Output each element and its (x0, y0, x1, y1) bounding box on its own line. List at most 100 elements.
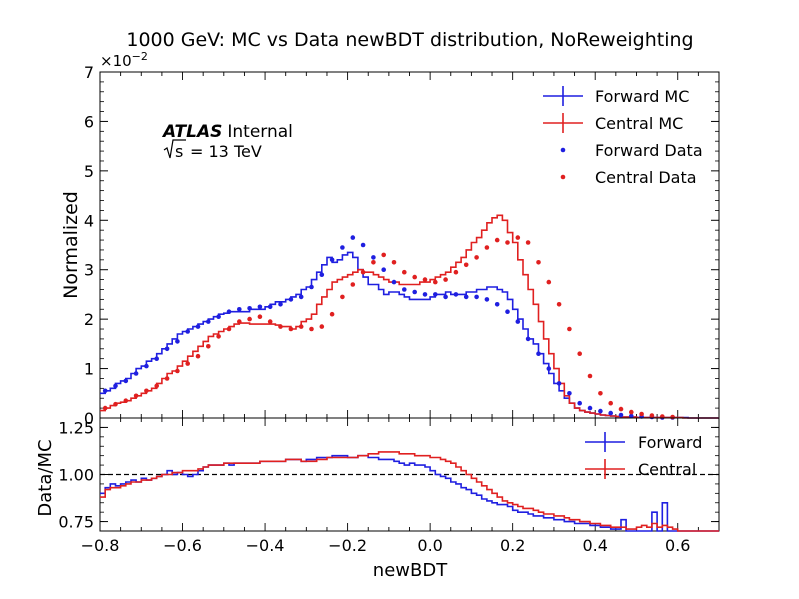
y-tick-label: 1 (84, 360, 94, 379)
x-tick-label: 0.6 (665, 536, 690, 555)
data-point (144, 388, 149, 394)
ratio-ticks: 0.75 1.00 1.25 −0.8 −0.6 −0.4 −0.2 0.0 0.2 0.4 0.6 (58, 417, 720, 555)
atlas-label: ATLAS Internal (161, 122, 293, 142)
data-point (525, 336, 531, 342)
data-point (402, 269, 407, 275)
data-point (494, 237, 500, 243)
x-tick-label: 0.4 (582, 536, 607, 555)
data-point (175, 339, 180, 344)
data-point (175, 368, 180, 374)
data-point (195, 324, 201, 329)
ratio-y-axis-label: Data/MC (35, 439, 56, 516)
data-point (587, 373, 593, 379)
data-point (608, 400, 613, 406)
ratio-series (100, 451, 719, 532)
svg-text:= 13 TeV: = 13 TeV (190, 142, 262, 161)
ratio-line-central (100, 451, 719, 532)
data-point (433, 292, 438, 297)
data-point (536, 351, 541, 357)
data-point (453, 269, 459, 275)
energy-label: s = 13 TeV (163, 139, 262, 161)
data-point (133, 393, 139, 399)
series-line-forward-mc (100, 251, 719, 419)
data-point (298, 294, 304, 300)
main-series (100, 214, 719, 420)
data-point (350, 235, 356, 240)
svg-text:Forward Data: Forward Data (595, 141, 703, 160)
data-point (484, 297, 490, 302)
data-point (226, 309, 232, 315)
data-point (577, 351, 582, 357)
legend-item-central-mc: Central MC (543, 113, 683, 133)
data-point (567, 326, 572, 332)
x-tick-label: 0.0 (417, 536, 442, 555)
data-point (453, 292, 459, 297)
ratio-line-forward (100, 454, 719, 532)
y-tick-label: 2 (84, 310, 94, 329)
x-tick-label: −0.8 (81, 536, 120, 555)
data-point (536, 260, 541, 265)
main-y-axis-label: Normalized (60, 191, 82, 299)
data-point (267, 304, 273, 310)
data-point (402, 287, 407, 292)
chart-title: 1000 GeV: MC vs Data newBDT distribution… (126, 29, 693, 51)
legend-item-central-data: Central Data (560, 168, 697, 187)
data-point (329, 257, 335, 263)
data-point (206, 319, 211, 324)
data-point (546, 366, 552, 371)
data-point (216, 334, 221, 339)
data-point (257, 314, 263, 320)
data-point (288, 297, 294, 302)
svg-text:s: s (175, 142, 183, 161)
data-point (608, 410, 613, 416)
data-point (598, 391, 603, 396)
data-point (164, 376, 170, 381)
data-point (144, 363, 149, 369)
data-point (494, 302, 500, 307)
data-point (288, 326, 294, 332)
data-point (340, 294, 345, 300)
ratio-y-tick-label: 0.75 (58, 513, 94, 532)
data-point (278, 324, 283, 329)
data-point (639, 411, 644, 417)
series-line-central-mc (100, 214, 719, 419)
x-tick-label: −0.4 (246, 536, 285, 555)
data-point (195, 353, 201, 359)
data-point (237, 307, 242, 312)
sqrt-sign-icon (163, 139, 186, 159)
data-point (474, 294, 479, 300)
data-point (113, 401, 118, 407)
ratio-panel: 0.75 1.00 1.25 −0.8 −0.6 −0.4 −0.2 0.0 0.2 0.4 0.6… (35, 417, 720, 581)
data-point (237, 319, 242, 324)
data-point (598, 408, 603, 414)
data-point (350, 282, 356, 287)
data-point (463, 294, 469, 300)
data-point (587, 405, 593, 411)
data-point (443, 294, 448, 300)
data-point (247, 316, 252, 322)
data-point (247, 306, 252, 311)
data-point (226, 326, 232, 332)
data-point (484, 245, 490, 250)
data-point (319, 272, 325, 278)
data-point (649, 413, 655, 418)
data-point (309, 326, 314, 332)
y-tick-label: 3 (84, 261, 94, 280)
data-point (133, 371, 139, 376)
ratio-legend: Forward Central (585, 432, 702, 479)
data-point (391, 260, 397, 265)
y-scale-multiplier: ×10−2 (100, 50, 148, 70)
data-point (422, 292, 428, 297)
data-point (567, 391, 572, 396)
x-tick-label: −0.2 (328, 536, 367, 555)
data-point (329, 311, 335, 317)
y-tick-label: 6 (84, 112, 94, 131)
data-point (618, 406, 624, 412)
data-point (525, 240, 531, 245)
x-tick-label: −0.6 (163, 536, 202, 555)
data-point (123, 398, 129, 404)
data-point (412, 274, 418, 280)
data-point (164, 346, 170, 352)
data-point (257, 304, 263, 310)
